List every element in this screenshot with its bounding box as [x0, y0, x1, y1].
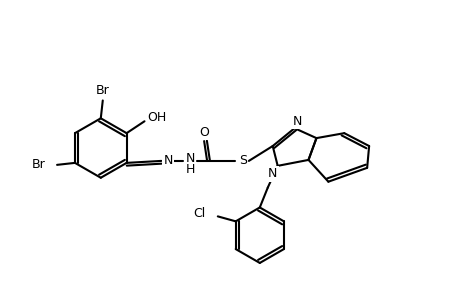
Text: O: O	[199, 126, 209, 139]
Text: Br: Br	[31, 158, 45, 171]
Text: Cl: Cl	[193, 207, 206, 220]
Text: N: N	[185, 152, 195, 165]
Text: N: N	[292, 115, 302, 128]
Text: N: N	[163, 154, 173, 167]
Text: OH: OH	[146, 111, 166, 124]
Text: S: S	[238, 154, 246, 167]
Text: N: N	[268, 167, 277, 180]
Text: H: H	[185, 163, 195, 176]
Text: Br: Br	[95, 84, 109, 97]
